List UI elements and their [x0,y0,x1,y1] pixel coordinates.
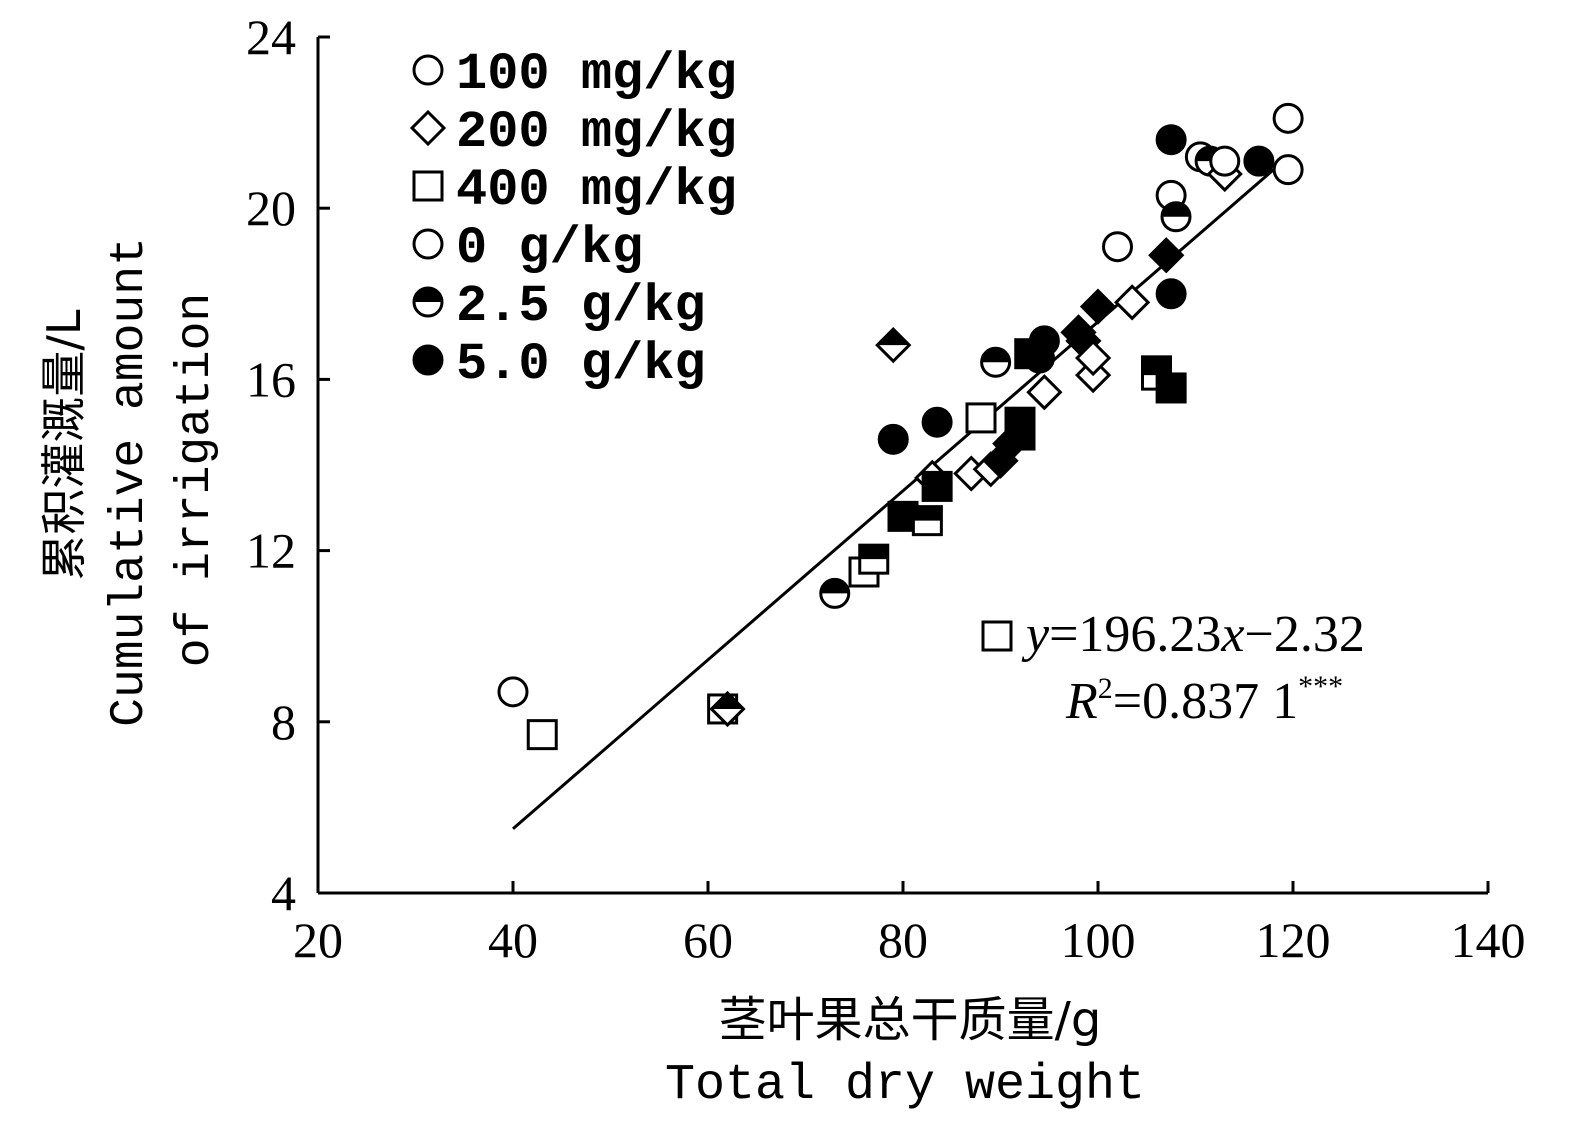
data-point-circle [1243,145,1275,177]
legend-marker-square [412,170,444,202]
equation-significance: *** [1298,670,1343,703]
y-tick-label: 20 [246,180,296,236]
data-point-square [921,470,953,502]
y-tick-label: 24 [246,9,296,65]
equation-r-superscript: 2 [1098,672,1113,705]
data-point-circle [819,577,851,609]
data-point-circle [980,346,1012,378]
x-axis-label-en: Total dry weight [665,1057,1145,1114]
x-tick-label: 40 [488,912,538,968]
y-tick-label: 12 [246,523,296,579]
data-point-diamond [875,327,912,364]
tick-labels: 20 40 60 80 100 120 140 4 8 12 16 20 24 [246,9,1526,968]
y-axis-label-cn: 累积灌溉量/L [37,309,91,580]
data-point-diamond [1026,374,1063,411]
legend-label: 400 mg/kg [456,161,737,220]
data-point-square [1155,372,1187,404]
y-axis-title: 累积灌溉量/L Cumulative amount of irrigation [37,237,223,727]
data-point-circle [1272,102,1304,134]
x-axis-title: 茎叶果总干质量/g Total dry weight [665,992,1145,1114]
data-point-circle [921,406,953,438]
data-point-circle [1160,201,1192,233]
equation-slope: =196.23 [1049,606,1221,663]
data-point-square [1004,419,1036,451]
legend-marker-circle [412,344,444,376]
data-point-circle [1028,325,1060,357]
x-tick-label: 60 [683,912,733,968]
data-point-circle [1102,231,1133,263]
equation-line-1: y=196.23x−2.32 [1021,606,1365,663]
data-point-square [858,543,890,575]
data-point-square [526,719,558,751]
x-tick-label: 20 [293,912,343,968]
data-points [497,102,1304,751]
regression-equation: y=196.23x−2.32 R2=0.837 1*** [981,606,1365,730]
data-point-diamond [1075,339,1112,377]
data-point-circle [1209,145,1241,177]
data-point-circle [877,423,909,455]
equation-r-var: R [1065,673,1098,730]
y-axis-label-en-2: of irrigation [169,293,223,667]
equation-square-marker [981,620,1013,652]
regression-line [512,168,1275,830]
x-tick-label: 140 [1451,912,1526,968]
data-point-square [965,402,997,434]
data-point-diamond [1148,237,1185,274]
axes [316,35,1490,895]
equation-x-var: x [1220,606,1244,663]
legend-marker-diamond [409,109,447,147]
equation-line-2: R2=0.837 1*** [1065,670,1343,730]
equation-intercept: −2.32 [1245,606,1365,663]
legend-label: 2.5 g/kg [456,277,706,336]
equation-r2-value: =0.837 1 [1113,673,1298,730]
x-tick-label: 120 [1256,912,1331,968]
data-point-diamond [1079,288,1117,325]
data-point-diamond [709,690,746,728]
y-tick-label: 16 [246,351,296,407]
x-tick-label: 100 [1061,912,1136,968]
data-point-circle [497,676,529,708]
y-axis-label-en-1: Cumulative amount [103,237,157,727]
data-point-circle [1272,154,1304,186]
legend-label: 5.0 g/kg [456,335,706,394]
y-tick-label: 4 [271,865,296,921]
x-axis-label-cn: 茎叶果总干质量/g [719,992,1102,1048]
equation-marker-square [981,620,1013,652]
data-point-square [911,505,943,537]
data-point-circle [1155,124,1187,156]
data-point-circle [1155,278,1187,310]
legend-label: 200 mg/kg [456,103,737,162]
x-tick-label: 80 [878,912,928,968]
legend-label: 0 g/kg [456,219,643,278]
y-tick-label: 8 [271,694,296,750]
equation-y-var: y [1021,606,1050,663]
legend-marker-circle [412,228,444,260]
legend-label: 100 mg/kg [456,45,737,104]
legend-marker-circle [412,286,444,318]
data-point-diamond [1114,284,1151,321]
legend-marker-circle [412,54,444,86]
